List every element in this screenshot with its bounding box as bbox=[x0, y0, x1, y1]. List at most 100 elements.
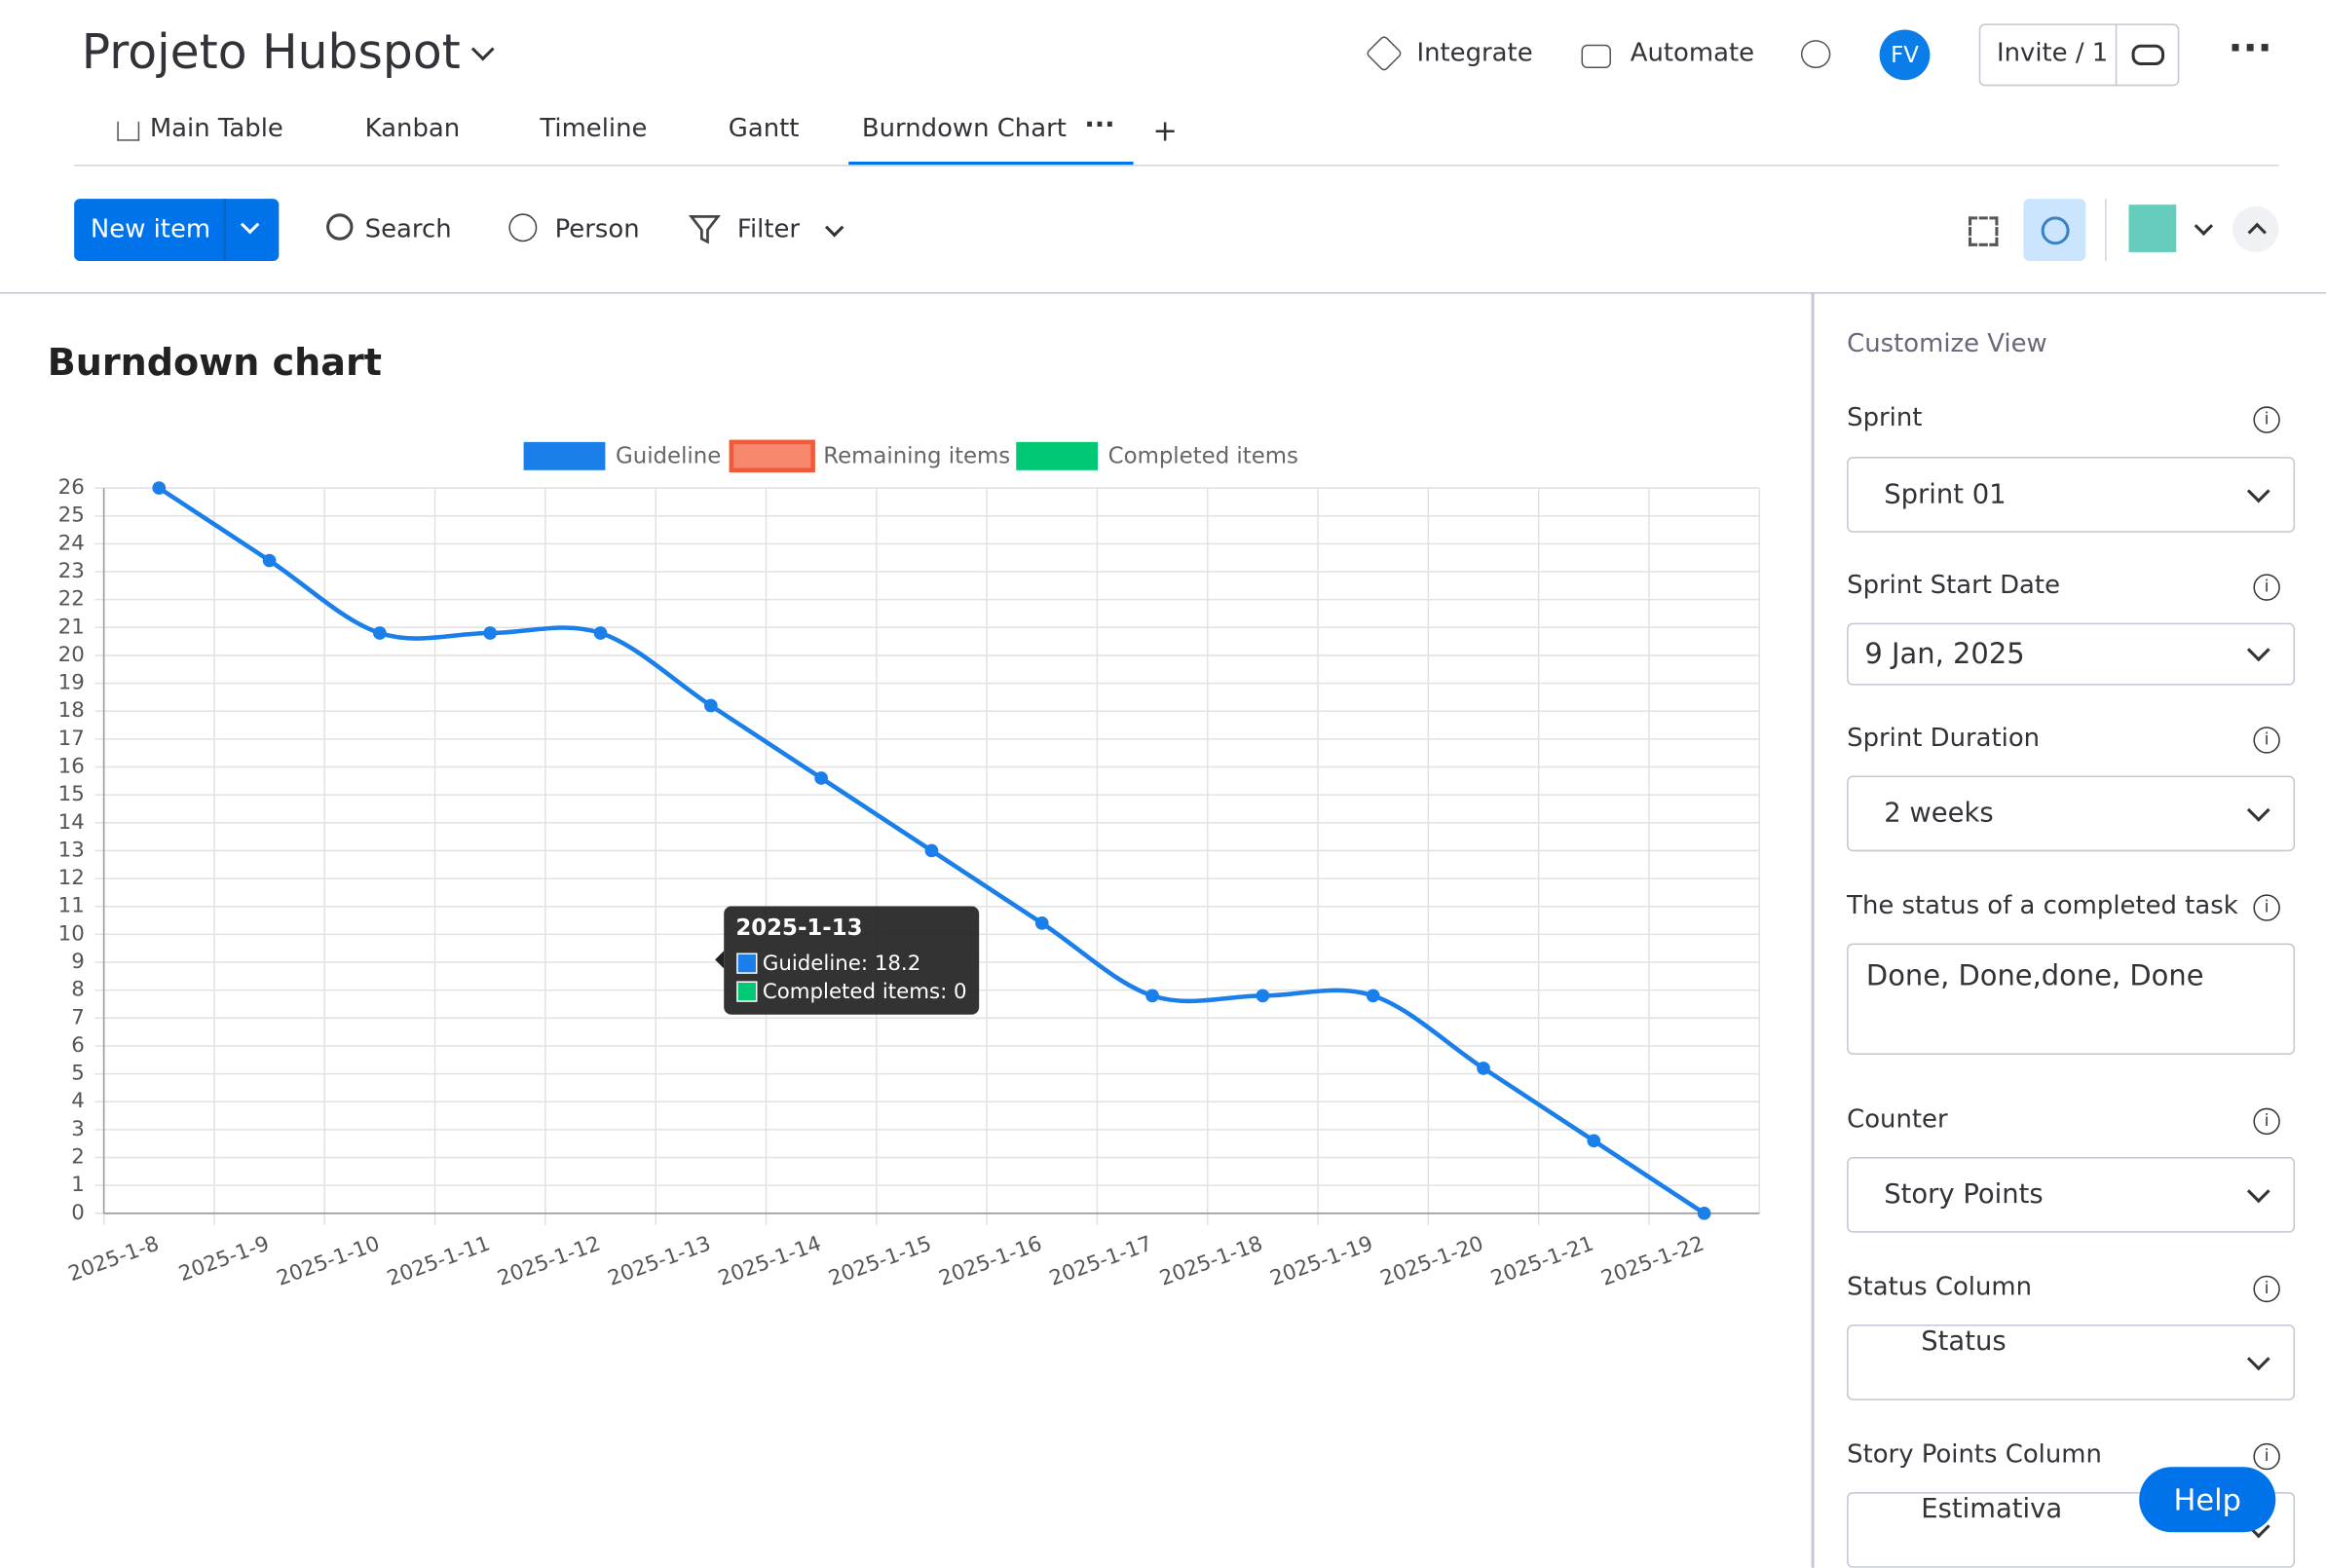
field-input[interactable]: 2 weeks bbox=[1847, 775, 2296, 852]
point bbox=[703, 698, 718, 713]
automate[interactable]: Automate bbox=[1630, 38, 1755, 69]
point bbox=[152, 481, 167, 495]
person[interactable]: Person bbox=[554, 214, 640, 245]
filter-dropdown[interactable] bbox=[824, 218, 844, 238]
tooltip-swatch bbox=[736, 952, 758, 974]
more-menu[interactable]: ··· bbox=[2228, 26, 2272, 72]
invite[interactable]: Invite / 1 bbox=[1996, 38, 2109, 69]
new-item-button[interactable] bbox=[74, 199, 280, 262]
new-item[interactable]: New item bbox=[90, 214, 211, 245]
filter[interactable]: Filter bbox=[736, 214, 801, 245]
x-tick-label: 2025-1-13 bbox=[605, 1232, 714, 1291]
field-input[interactable]: Sprint 01 bbox=[1847, 457, 2296, 533]
updates-icon[interactable] bbox=[1800, 40, 1831, 69]
x-tick-label: 2025-1-19 bbox=[1267, 1232, 1376, 1291]
home-icon bbox=[117, 121, 140, 141]
field-input[interactable]: Done, Done,done, Done bbox=[1847, 943, 2296, 1055]
field-label: Story Points Column bbox=[1847, 1439, 2102, 1471]
field-label: Status Column bbox=[1847, 1272, 2033, 1303]
y-tick-label: 0 bbox=[71, 1201, 85, 1225]
help-button[interactable]: Help bbox=[2139, 1467, 2276, 1533]
y-tick-label: 18 bbox=[58, 698, 85, 723]
dropdown-chevron bbox=[2246, 1178, 2270, 1203]
search[interactable]: Search bbox=[364, 214, 452, 245]
point bbox=[1366, 989, 1380, 1003]
tooltip-line: Completed items: 0 bbox=[763, 980, 967, 1004]
info-icon: i bbox=[2253, 1275, 2280, 1303]
tooltip-title: 2025-1-13 bbox=[735, 915, 862, 941]
y-tick-label: 10 bbox=[58, 921, 85, 946]
tooltip-arrow bbox=[715, 951, 725, 969]
point bbox=[814, 771, 828, 785]
info-icon: i bbox=[2253, 1442, 2280, 1471]
field-input[interactable]: 9 Jan, 2025 bbox=[1847, 622, 2296, 686]
field-input[interactable]: Status bbox=[1847, 1325, 2296, 1400]
y-tick-label: 2 bbox=[71, 1145, 85, 1170]
point bbox=[483, 626, 498, 640]
field-value: 2 weeks bbox=[1884, 798, 1994, 830]
y-tick-label: 8 bbox=[71, 978, 85, 1002]
y-tick-label: 5 bbox=[71, 1062, 85, 1086]
view-dropdown[interactable] bbox=[2194, 216, 2214, 236]
field-label: Sprint bbox=[1847, 403, 1923, 433]
copy-link[interactable] bbox=[2131, 44, 2165, 66]
y-tick-label: 16 bbox=[58, 755, 85, 779]
panel-border bbox=[1811, 293, 1815, 1568]
tab-active[interactable]: Burndown Chart bbox=[861, 114, 1067, 144]
dropdown-chevron bbox=[2246, 638, 2270, 662]
y-tick-label: 22 bbox=[58, 587, 85, 612]
y-tick-label: 24 bbox=[58, 531, 85, 555]
point bbox=[1697, 1206, 1711, 1220]
fullscreen[interactable] bbox=[1969, 216, 1999, 246]
board-title[interactable]: Projeto Hubspot bbox=[81, 23, 461, 81]
title-dropdown[interactable] bbox=[470, 37, 495, 61]
legend-swatch bbox=[729, 439, 815, 473]
tab[interactable]: Timeline bbox=[540, 114, 648, 144]
y-tick-label: 3 bbox=[71, 1117, 85, 1141]
tab-menu[interactable]: ··· bbox=[1084, 109, 1115, 141]
y-tick-label: 20 bbox=[58, 643, 85, 667]
field-value: Done, Done,done, Done bbox=[1865, 959, 2204, 992]
x-tick-label: 2025-1-9 bbox=[175, 1232, 272, 1288]
y-tick-label: 21 bbox=[58, 615, 85, 639]
x-tick-label: 2025-1-18 bbox=[1156, 1232, 1265, 1291]
collapse[interactable] bbox=[2232, 205, 2279, 252]
toolbar-line bbox=[0, 292, 2326, 294]
legend-label: Completed items bbox=[1108, 444, 1298, 469]
tab[interactable]: Gantt bbox=[728, 114, 800, 144]
tab[interactable]: Kanban bbox=[364, 114, 461, 144]
point bbox=[1145, 989, 1159, 1003]
tab-indicator bbox=[848, 162, 1134, 167]
add-tab[interactable]: + bbox=[1152, 112, 1178, 149]
dropdown-chevron bbox=[2246, 1346, 2270, 1370]
integrate[interactable]: Integrate bbox=[1416, 38, 1533, 69]
field-input[interactable]: Story Points bbox=[1847, 1156, 2296, 1233]
dropdown-chevron bbox=[2246, 478, 2270, 503]
info-icon: i bbox=[2253, 406, 2280, 433]
tooltip bbox=[724, 906, 980, 1015]
filter-icon bbox=[688, 214, 721, 244]
tooltip-swatch bbox=[736, 981, 758, 1002]
x-tick-label: 2025-1-8 bbox=[65, 1232, 162, 1288]
x-tick-label: 2025-1-15 bbox=[826, 1232, 935, 1291]
field-label: Sprint Start Date bbox=[1847, 571, 2060, 601]
x-tick-label: 2025-1-14 bbox=[715, 1232, 824, 1291]
y-tick-label: 12 bbox=[58, 866, 85, 890]
person-icon bbox=[508, 213, 538, 243]
view-thumbnail[interactable] bbox=[2128, 205, 2177, 252]
legend-swatch bbox=[523, 441, 606, 470]
divider bbox=[223, 199, 226, 262]
point bbox=[1256, 989, 1270, 1003]
x-tick-label: 2025-1-22 bbox=[1598, 1232, 1707, 1291]
tooltip-line: Guideline: 18.2 bbox=[763, 952, 920, 976]
tab-line bbox=[74, 165, 2279, 167]
y-tick-label: 11 bbox=[58, 894, 85, 918]
field-input[interactable]: Estimativa bbox=[1847, 1492, 2296, 1568]
field-value: Sprint 01 bbox=[1884, 478, 2007, 510]
automate-icon bbox=[1581, 44, 1611, 69]
avatar[interactable]: FV bbox=[1879, 29, 1931, 81]
tab[interactable]: Main Table bbox=[149, 114, 283, 144]
y-tick-label: 25 bbox=[58, 504, 85, 528]
x-tick-label: 2025-1-20 bbox=[1377, 1232, 1486, 1291]
info-icon: i bbox=[2253, 1107, 2280, 1136]
